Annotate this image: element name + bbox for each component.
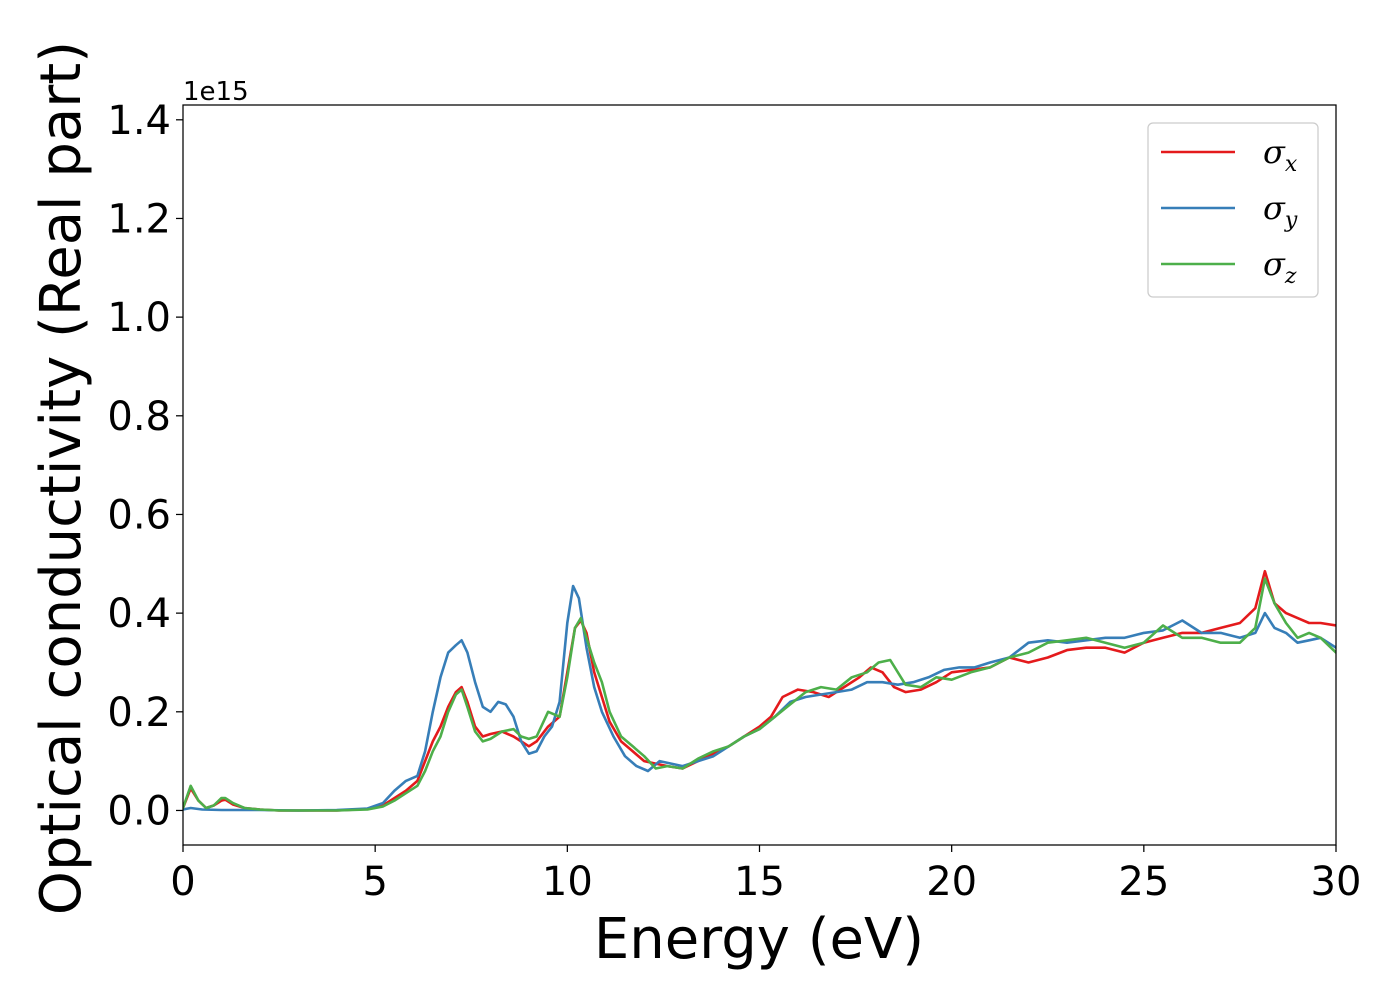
x-tick-label: 10	[542, 859, 593, 905]
series-layer	[183, 569, 1336, 812]
x-axis-ticks: 0 5 10 15 20 25 30	[170, 845, 1361, 905]
legend-label-z: σz	[1263, 245, 1297, 289]
x-axis-title: Energy (eV)	[594, 907, 924, 972]
y-tick-label: 1.2	[107, 196, 171, 242]
series-line-y	[183, 584, 1336, 812]
y-offset-label: 1e15	[183, 77, 249, 107]
y-tick-label: 0.4	[107, 591, 171, 637]
y-tick-label: 0.8	[107, 394, 171, 440]
y-tick-label: 0.0	[107, 788, 171, 834]
y-axis-ticks: 0.0 0.2 0.4 0.6 0.8 1.0 1.2 1.4	[107, 98, 183, 834]
y-tick-label: 0.2	[107, 690, 171, 736]
y-tick-label: 1.4	[107, 98, 171, 144]
x-tick-label: 0	[170, 859, 195, 905]
y-axis-title: Optical conductivity (Real part)	[29, 41, 94, 915]
x-tick-label: 25	[1118, 859, 1169, 905]
y-tick-label: 0.6	[107, 492, 171, 538]
y-tick-label: 1.0	[107, 295, 171, 341]
x-tick-label: 15	[734, 859, 785, 905]
x-tick-label: 30	[1311, 859, 1362, 905]
legend: σx σy σz	[1147, 122, 1319, 298]
legend-frame	[1147, 122, 1319, 298]
x-tick-label: 5	[362, 859, 387, 905]
series-line-z	[183, 577, 1336, 812]
legend-label-x: σx	[1263, 133, 1298, 177]
x-tick-label: 20	[926, 859, 977, 905]
legend-label-y: σy	[1263, 189, 1298, 233]
